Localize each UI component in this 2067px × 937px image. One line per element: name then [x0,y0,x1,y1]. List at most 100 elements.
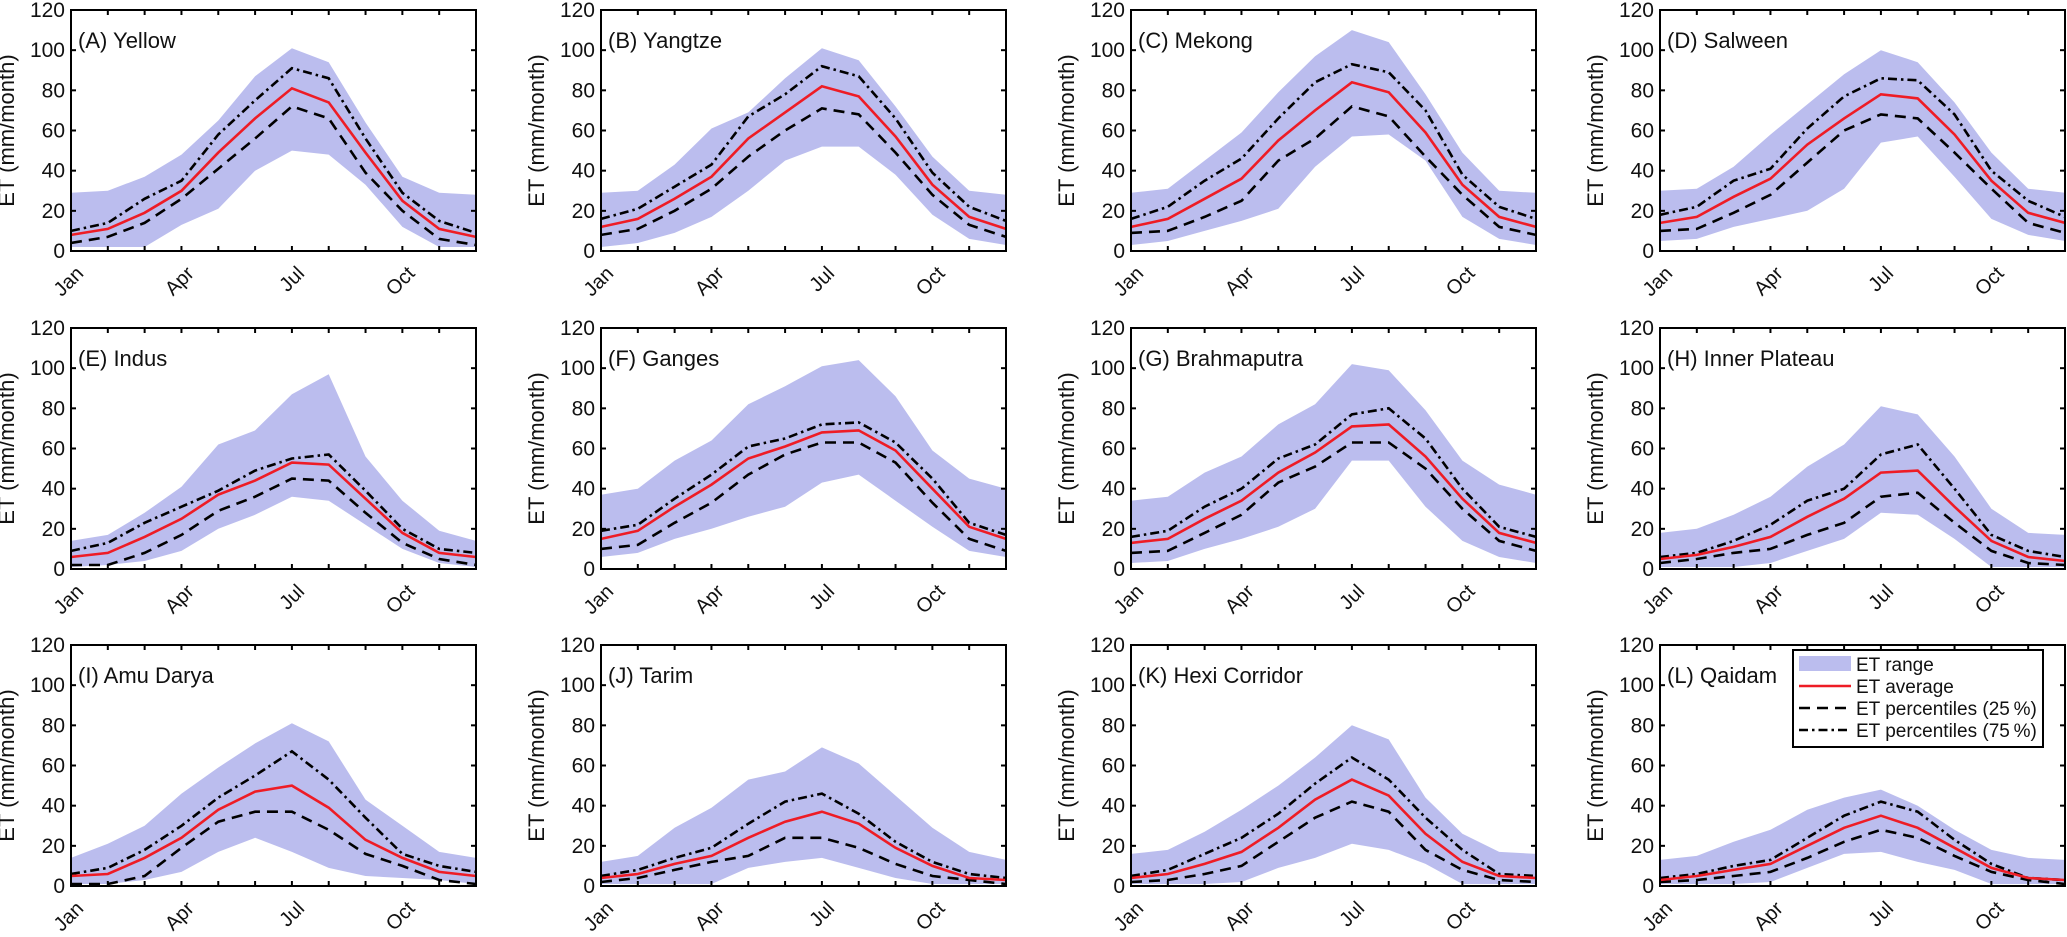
x-tick-label-jul: Jul [1335,263,1369,297]
y-tick-label: 100 [30,674,65,697]
panel-c: 0 20 40 60 80 100 120 Jan Apr Jul Oct ET (mm/month)… [1054,0,1537,301]
y-tick-label: 80 [1631,714,1654,737]
y-tick-label: 20 [1631,200,1654,223]
x-tick-label-jan: Jan [580,263,618,301]
et-average-line [601,84,1006,231]
x-tick-label-jul: Jul [275,263,309,297]
panel-j: 0 20 40 60 80 100 120 Jan Apr Jul Oct ET (mm/month)… [524,634,1007,936]
plot-area [71,48,476,248]
y-tick-label: 20 [42,835,65,858]
x-tick-label-jul: Jul [1335,898,1369,932]
x-tick-label-oct: Oct [1971,897,2009,935]
y-tick-label: 100 [560,357,595,380]
panel-title: (A) Yellow [78,28,176,53]
y-axis-label: ET (mm/month) [524,54,549,206]
x-tick-label-oct: Oct [382,580,420,618]
y-axis-label: ET (mm/month) [1054,372,1079,524]
x-tick-label-jul: Jul [1335,581,1369,615]
et-range-band [1660,50,2065,242]
y-tick-label: 40 [572,478,595,501]
x-tick-label-jan: Jan [1110,581,1148,619]
et-p25-line [601,107,1006,239]
y-tick-label: 80 [1102,397,1125,420]
panel-l: 0 20 40 60 80 100 120 Jan Apr Jul Oct ET (mm/month)… [1583,634,2066,936]
et-range-band [71,723,476,884]
plot-area [1131,30,1536,245]
plot-area [1660,406,2065,567]
y-tick-label: 120 [1619,634,1654,657]
et-p25-line [1131,800,1536,884]
y-tick-label: 20 [1631,518,1654,541]
panel-title: (J) Tarim [608,663,693,688]
et-p25-line [71,810,476,886]
x-tick-label-jul: Jul [1864,263,1898,297]
et-p75-line [1660,800,2065,882]
plot-area [1131,364,1536,563]
x-tick-label-apr: Apr [1221,580,1259,618]
y-tick-label: 120 [30,634,65,657]
et-average-line [601,429,1006,541]
legend-label: ET percentiles (25 %) [1856,699,2037,720]
y-tick-label: 0 [53,558,65,581]
panel-title: (F) Ganges [608,346,719,371]
y-tick-label: 80 [572,79,595,102]
x-tick-label-jul: Jul [1864,898,1898,932]
y-tick-label: 100 [1090,357,1125,380]
y-tick-label: 20 [1631,835,1654,858]
et-range-band [601,48,1006,248]
et-p25-line [601,441,1006,553]
plot-area [601,747,1006,886]
y-tick-label: 60 [1631,120,1654,143]
x-tick-label-jan: Jan [1639,263,1677,301]
et-range-band [1131,30,1536,245]
panel-h: 0 20 40 60 80 100 120 Jan Apr Jul Oct ET (mm/month)… [1583,317,2066,619]
y-tick-label: 80 [572,714,595,737]
y-tick-label: 120 [1090,0,1125,22]
et-p25-line [71,477,476,567]
et-p75-line [601,792,1006,880]
x-tick-label-jul: Jul [805,898,839,932]
x-tick-label-apr: Apr [1750,262,1788,300]
et-p25-line [601,836,1006,886]
y-tick-label: 80 [42,79,65,102]
et-range-band [1131,364,1536,563]
y-tick-label: 100 [560,39,595,62]
panel-title: (L) Qaidam [1667,663,1777,688]
x-tick-label-oct: Oct [912,897,950,935]
panel-a: 0 20 40 60 80 100 120 Jan Apr Jul Oct ET (mm/month)… [0,0,477,301]
y-tick-label: 20 [1102,835,1125,858]
y-tick-label: 120 [1619,0,1654,22]
y-tick-label: 40 [1102,160,1125,183]
x-tick-label-jan: Jan [1639,898,1677,936]
x-tick-label-apr: Apr [691,262,729,300]
x-tick-label-apr: Apr [691,580,729,618]
et-p25-line [1660,113,2065,235]
panel-d: 0 20 40 60 80 100 120 Jan Apr Jul Oct ET (mm/month)… [1583,0,2066,301]
y-tick-label: 0 [1113,558,1125,581]
x-tick-label-jul: Jul [805,263,839,297]
y-tick-label: 60 [1102,120,1125,143]
y-axis-label: ET (mm/month) [1583,54,1608,206]
x-tick-label-jan: Jan [1110,898,1148,936]
x-tick-label-apr: Apr [161,262,199,300]
y-tick-label: 80 [1631,79,1654,102]
panel-title: (E) Indus [78,346,167,371]
y-axis-label: ET (mm/month) [524,689,549,841]
x-tick-label-oct: Oct [1442,262,1480,300]
y-tick-label: 80 [572,397,595,420]
y-tick-label: 60 [42,755,65,778]
y-tick-label: 0 [1642,558,1654,581]
x-tick-label-apr: Apr [161,897,199,935]
panel-title: (D) Salween [1667,28,1788,53]
y-tick-label: 120 [1090,317,1125,340]
y-tick-label: 0 [583,240,595,263]
y-tick-label: 0 [1113,240,1125,263]
y-tick-label: 80 [42,397,65,420]
y-tick-label: 60 [42,438,65,461]
et-average-line [1660,469,2065,563]
y-tick-label: 100 [30,39,65,62]
et-p75-line [71,453,476,555]
y-axis-label: ET (mm/month) [1054,54,1079,206]
panel-title: (B) Yangtze [608,28,722,53]
